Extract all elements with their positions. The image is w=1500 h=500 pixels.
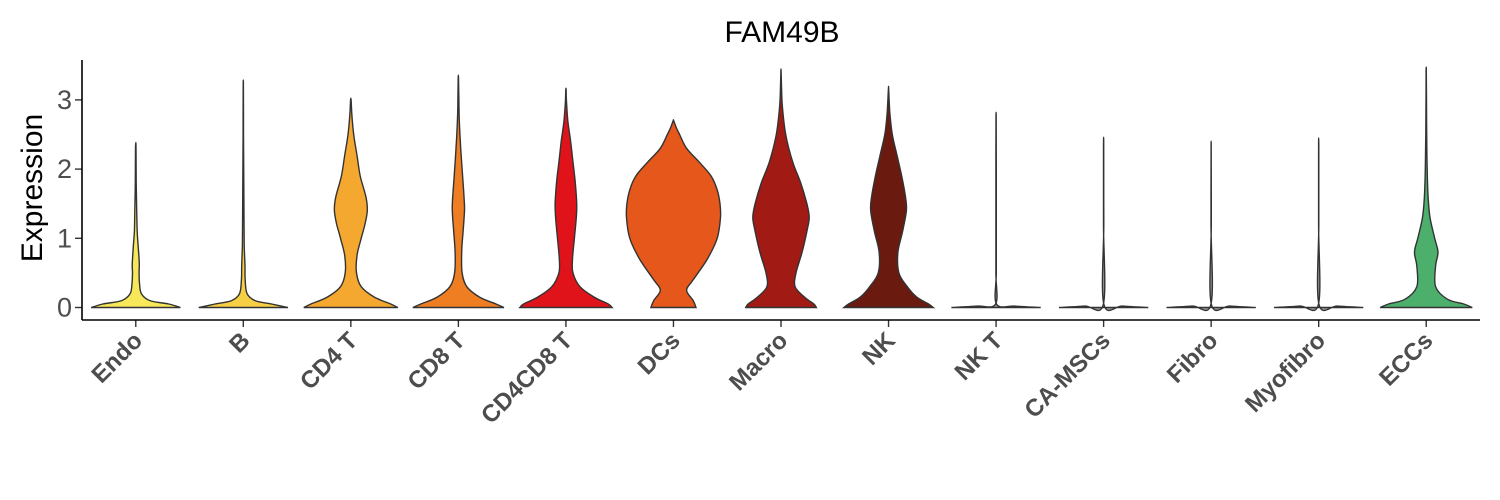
violin-b: [198, 79, 289, 309]
x-tick-label-eccs: ECCs: [1374, 327, 1438, 391]
violin-nk: [841, 85, 936, 309]
x-tick-label-dcs: DCs: [633, 327, 686, 380]
x-tick-label-fibro: Fibro: [1162, 327, 1224, 389]
violin-endo: [90, 141, 181, 309]
violin-myofibro: [1273, 137, 1364, 312]
violin-ca-mscs: [1058, 136, 1149, 312]
violin-fibro: [1166, 140, 1256, 312]
y-axis-label: Expression: [16, 114, 49, 262]
y-tick-label: 0: [57, 293, 72, 323]
violin-cd4-t: [303, 97, 399, 309]
violin-cd8-t: [412, 74, 505, 309]
x-ticks-group: Endo B CD4 T CD8 T CD4CD8 T DCs Macro NK NK T CA-…: [86, 320, 1438, 429]
y-tick-label: 1: [57, 223, 72, 253]
violin-nk-t: [951, 111, 1041, 309]
x-tick-label-myofibro: Myofibro: [1240, 327, 1331, 418]
x-tick-label-cd4-t: CD4 T: [295, 327, 363, 395]
y-ticks-group: 0 1 2 3: [57, 85, 82, 323]
x-tick-label-nk-t: NK T: [950, 327, 1009, 386]
x-tick-label-cd4cd8-t: CD4CD8 T: [476, 327, 578, 429]
x-tick-label-macro: Macro: [724, 327, 793, 396]
x-tick-label-ca-mscs: CA-MSCs: [1019, 327, 1115, 423]
violins-group: [90, 66, 1473, 312]
violin-macro: [744, 68, 818, 309]
x-tick-label-endo: Endo: [86, 327, 148, 389]
violin-cd4cd8-t: [518, 87, 614, 309]
violin-eccs: [1379, 66, 1473, 309]
y-tick-label: 3: [57, 85, 72, 115]
x-tick-label-nk: NK: [857, 327, 901, 371]
x-tick-label-b: B: [224, 327, 255, 358]
x-tick-label-cd8-t: CD8 T: [403, 327, 471, 395]
y-tick-label: 2: [57, 154, 72, 184]
chart-title: FAM49B: [724, 16, 839, 49]
violin-dcs: [625, 119, 722, 309]
